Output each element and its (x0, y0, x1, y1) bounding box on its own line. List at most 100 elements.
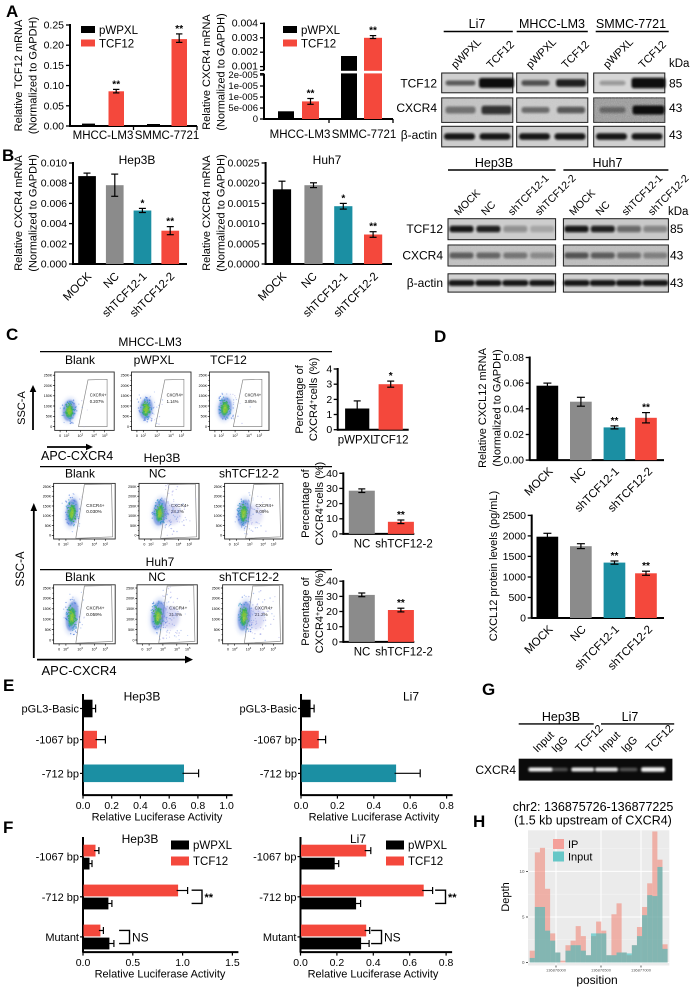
svg-text:0.004: 0.004 (41, 218, 67, 230)
svg-text:SSC-A: SSC-A (15, 551, 27, 586)
svg-text:*: * (389, 371, 393, 382)
svg-text:Li7: Li7 (622, 710, 639, 724)
svg-text:(Normalized to GAPDH): (Normalized to GAPDH) (28, 17, 40, 134)
svg-text:0.002: 0.002 (41, 238, 67, 250)
svg-text:pWPXL: pWPXL (99, 25, 139, 37)
svg-text:Relative Luciferase Activity: Relative Luciferase Activity (95, 969, 226, 981)
svg-text:0.008: 0.008 (41, 178, 67, 190)
svg-text:103: 103 (246, 646, 252, 651)
svg-text:Relative CXCL12 mRNA: Relative CXCL12 mRNA (477, 347, 489, 467)
svg-text:SMMC-7721: SMMC-7721 (332, 129, 397, 141)
svg-text:CXCR4+cells (%): CXCR4+cells (%) (314, 462, 326, 546)
svg-text:CXCR4+: CXCR4+ (86, 503, 105, 508)
svg-text:104: 104 (92, 541, 98, 546)
svg-text:200K: 200K (43, 495, 52, 499)
svg-text:250K: 250K (199, 374, 208, 378)
svg-text:0: 0 (520, 613, 526, 625)
svg-text:105: 105 (187, 541, 193, 546)
svg-text:0.00: 0.00 (44, 121, 65, 133)
svg-text:4: 4 (326, 364, 332, 376)
svg-text:0.04: 0.04 (504, 403, 525, 415)
svg-text:0: 0 (58, 543, 60, 547)
svg-text:103: 103 (232, 433, 238, 438)
svg-text:Relative CXCR4 mRNA: Relative CXCR4 mRNA (201, 14, 213, 130)
svg-text:1.5: 1.5 (225, 957, 240, 969)
svg-text:0.00: 0.00 (504, 455, 525, 467)
svg-text:0.0: 0.0 (76, 957, 91, 969)
svg-text:50K: 50K (130, 524, 137, 528)
svg-text:-712 bp: -712 bp (42, 892, 79, 904)
svg-text:NC: NC (148, 570, 166, 584)
svg-text:MHCC-LM3: MHCC-LM3 (519, 17, 585, 31)
svg-text:CXCR4+: CXCR4+ (169, 606, 188, 611)
svg-text:0.2: 0.2 (330, 800, 345, 812)
svg-text:Li7: Li7 (469, 17, 486, 31)
svg-text:0.06: 0.06 (504, 378, 525, 390)
svg-text:0.8: 0.8 (191, 800, 206, 812)
svg-text:43: 43 (670, 249, 684, 263)
svg-text:0.10: 0.10 (44, 80, 65, 92)
svg-text:105: 105 (185, 646, 191, 651)
svg-text:0.0: 0.0 (76, 800, 91, 812)
svg-text:shTCF12-2: shTCF12-2 (219, 570, 279, 584)
svg-text:200K: 200K (121, 384, 130, 388)
svg-text:10: 10 (519, 869, 525, 874)
svg-text:kDa: kDa (668, 206, 689, 218)
svg-text:Blank: Blank (65, 353, 96, 367)
svg-text:150K: 150K (43, 504, 52, 508)
svg-text:105: 105 (271, 541, 277, 546)
svg-text:Percentage of: Percentage of (294, 364, 306, 433)
svg-text:103: 103 (160, 646, 166, 651)
svg-text:-712 bp: -712 bp (259, 892, 296, 904)
svg-text:250K: 250K (212, 586, 221, 590)
svg-text:(Normalized to GAPDH): (Normalized to GAPDH) (28, 154, 40, 271)
svg-text:APC-CXCR4: APC-CXCR4 (42, 663, 117, 678)
svg-text:0.010: 0.010 (41, 158, 67, 170)
svg-text:Depth: Depth (500, 882, 512, 911)
svg-text:43: 43 (669, 101, 683, 115)
svg-text:250K: 250K (214, 485, 223, 489)
svg-text:0.02: 0.02 (504, 429, 525, 441)
svg-text:0: 0 (58, 647, 60, 651)
svg-text:Huh7: Huh7 (313, 153, 342, 167)
svg-text:200K: 200K (199, 384, 208, 388)
svg-text:100K: 100K (43, 618, 52, 622)
svg-text:1: 1 (326, 409, 332, 421)
svg-text:**: ** (611, 551, 619, 562)
svg-text:0.002: 0.002 (232, 46, 258, 58)
svg-text:5e-006: 5e-006 (228, 103, 258, 114)
svg-text:0.05: 0.05 (44, 100, 65, 112)
svg-text:Hep3B: Hep3B (144, 451, 181, 465)
svg-text:5: 5 (522, 915, 525, 920)
svg-text:0.000: 0.000 (41, 259, 67, 271)
svg-text:104: 104 (174, 646, 180, 651)
svg-text:102: 102 (63, 541, 69, 546)
svg-text:0.4: 0.4 (133, 800, 148, 812)
svg-text:104: 104 (92, 646, 98, 651)
svg-text:Percentage of: Percentage of (300, 468, 312, 537)
svg-text:1000: 1000 (503, 572, 527, 584)
svg-text:0: 0 (332, 636, 338, 648)
svg-text:0.0010: 0.0010 (227, 218, 259, 230)
svg-text:0.004: 0.004 (232, 17, 258, 29)
svg-text:2000: 2000 (503, 530, 527, 542)
svg-text:**: ** (611, 416, 619, 427)
svg-text:50K: 50K (214, 628, 221, 632)
svg-text:100K: 100K (212, 618, 221, 622)
svg-text:250K: 250K (43, 586, 52, 590)
svg-text:CXCR4+: CXCR4+ (171, 503, 190, 508)
svg-text:102: 102 (148, 541, 154, 546)
svg-text:B: B (2, 146, 14, 165)
svg-text:250K: 250K (121, 374, 130, 378)
svg-text:200K: 200K (214, 495, 223, 499)
svg-text:500: 500 (508, 592, 526, 604)
svg-text:CXCR4+cells (%): CXCR4+cells (%) (314, 570, 326, 654)
svg-text:pWPXL: pWPXL (193, 840, 233, 852)
svg-text:0.25: 0.25 (44, 20, 65, 32)
svg-text:0: 0 (522, 960, 525, 965)
svg-text:**: ** (369, 222, 377, 233)
svg-text:150K: 150K (121, 394, 130, 398)
svg-text:50K: 50K (46, 415, 53, 419)
svg-text:0.003: 0.003 (232, 32, 258, 44)
svg-text:0.6: 0.6 (162, 800, 177, 812)
